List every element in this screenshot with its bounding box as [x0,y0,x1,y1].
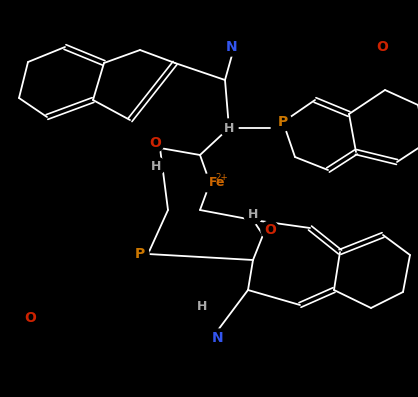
Circle shape [200,174,218,192]
Text: P: P [135,247,145,261]
Circle shape [209,329,227,347]
Text: H: H [151,160,161,173]
Circle shape [147,157,165,175]
Circle shape [21,309,39,327]
Text: O: O [376,40,388,54]
Text: H: H [224,121,234,135]
Text: Fe: Fe [209,177,225,189]
Text: H: H [197,301,207,314]
Text: P: P [278,115,288,129]
Text: N: N [212,331,224,345]
Text: O: O [149,136,161,150]
Text: H: H [248,208,258,222]
Circle shape [274,113,292,131]
Circle shape [193,298,211,316]
Circle shape [244,206,262,224]
Circle shape [373,38,391,56]
Text: N: N [226,40,238,54]
Text: O: O [24,311,36,325]
Circle shape [220,119,238,137]
Circle shape [261,221,279,239]
Text: 2+: 2+ [216,173,228,183]
Circle shape [146,134,164,152]
Text: O: O [264,223,276,237]
Circle shape [131,245,149,263]
Circle shape [223,38,241,56]
